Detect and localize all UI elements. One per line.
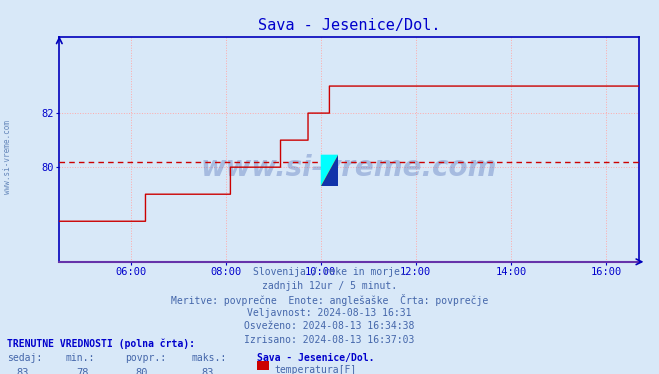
Text: Sava - Jesenice/Dol.: Sava - Jesenice/Dol. [257,353,374,364]
Polygon shape [321,155,338,186]
Text: 83: 83 [201,368,214,374]
Text: www.si-vreme.com: www.si-vreme.com [201,154,498,181]
Text: Veljavnost: 2024-08-13 16:31: Veljavnost: 2024-08-13 16:31 [247,308,412,318]
Bar [321,155,338,186]
Text: www.si-vreme.com: www.si-vreme.com [3,120,13,194]
Text: min.:: min.: [66,353,96,364]
Polygon shape [321,155,338,186]
Text: Meritve: povprečne  Enote: anglešaške  Črta: povprečje: Meritve: povprečne Enote: anglešaške Črt… [171,294,488,306]
Text: Slovenija / reke in morje.: Slovenija / reke in morje. [253,267,406,278]
Text: 80: 80 [135,368,148,374]
Title: Sava - Jesenice/Dol.: Sava - Jesenice/Dol. [258,18,440,33]
Text: Izrisano: 2024-08-13 16:37:03: Izrisano: 2024-08-13 16:37:03 [244,335,415,345]
Text: sedaj:: sedaj: [7,353,42,364]
Text: 83: 83 [16,368,29,374]
Text: 78: 78 [76,368,88,374]
Text: TRENUTNE VREDNOSTI (polna črta):: TRENUTNE VREDNOSTI (polna črta): [7,338,194,349]
Text: maks.:: maks.: [191,353,226,364]
Text: temperatura[F]: temperatura[F] [274,365,357,374]
Text: povpr.:: povpr.: [125,353,166,364]
Text: zadnjih 12ur / 5 minut.: zadnjih 12ur / 5 minut. [262,281,397,291]
Text: Osveženo: 2024-08-13 16:34:38: Osveženo: 2024-08-13 16:34:38 [244,321,415,331]
